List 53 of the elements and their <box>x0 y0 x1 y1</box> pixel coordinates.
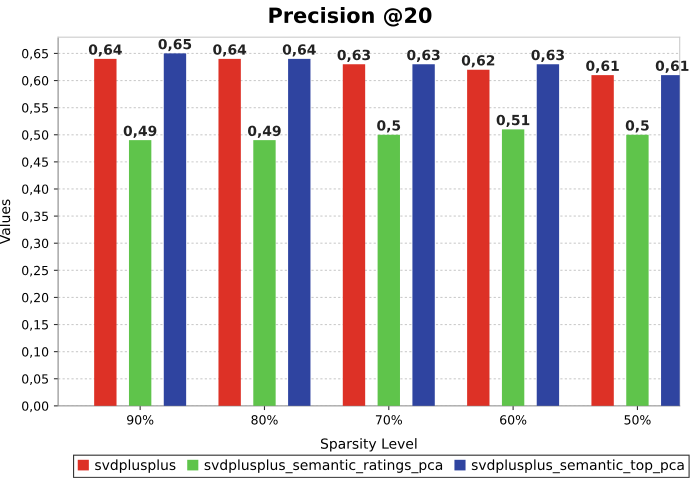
bar <box>467 70 490 406</box>
data-label: 0,51 <box>496 114 530 128</box>
data-label: 0,49 <box>124 126 156 138</box>
y-tick-label: 0,25 <box>22 266 48 277</box>
data-label: 0,64 <box>282 44 316 57</box>
bar <box>412 64 435 406</box>
y-tick-label: 0,50 <box>22 130 48 141</box>
legend-label: svdplusplus_semantic_ratings_pca <box>204 459 442 474</box>
bar <box>253 140 276 406</box>
x-tick-label: 90% <box>127 415 154 425</box>
data-label: 0,61 <box>586 60 619 73</box>
data-label: 0,64 <box>213 44 246 57</box>
data-label: 0,63 <box>407 50 440 62</box>
bar <box>288 58 310 406</box>
data-label: 0,5 <box>377 120 400 132</box>
y-tick-label: 0,30 <box>22 238 48 250</box>
y-tick-label: 0,00 <box>22 401 48 412</box>
bar <box>164 53 186 406</box>
y-tick-label: 0,20 <box>22 292 48 304</box>
x-axis-title: Sparsity Level <box>320 438 416 452</box>
legend-label: svdplusplus <box>95 459 176 473</box>
bar <box>342 64 366 406</box>
y-tick-label: 0,05 <box>22 374 48 385</box>
chart-title: Precision @20 <box>269 7 432 26</box>
x-tick-label: 80% <box>251 415 278 425</box>
bar <box>218 58 241 406</box>
x-tick-label: 50% <box>624 415 651 425</box>
data-label: 0,65 <box>158 38 192 52</box>
bar <box>536 64 560 406</box>
data-label: 0,63 <box>338 50 370 62</box>
y-tick-label: 0,45 <box>22 157 48 168</box>
y-tick-label: 0,10 <box>22 347 48 358</box>
y-tick-label: 0,15 <box>22 320 48 331</box>
data-label: 0,61 <box>656 60 688 73</box>
y-tick-label: 0,55 <box>22 103 48 114</box>
data-label: 0,64 <box>88 44 122 57</box>
bar <box>626 134 649 406</box>
bar <box>591 75 614 406</box>
data-label: 0,63 <box>531 50 564 62</box>
x-tick-label: 60% <box>500 415 526 425</box>
x-tick-label: 70% <box>376 415 402 425</box>
data-label: 0,49 <box>248 126 281 138</box>
data-label: 0,5 <box>626 120 649 132</box>
y-tick-label: 0,40 <box>22 184 48 196</box>
y-tick-label: 0,65 <box>22 48 48 60</box>
y-tick-label: 0,35 <box>22 212 48 222</box>
y-tick-label: 0,60 <box>22 76 48 87</box>
legend-label: svdplusplus_semantic_top_pca <box>472 459 684 474</box>
data-label: 0,62 <box>462 55 494 68</box>
bar <box>502 129 524 406</box>
bar <box>128 140 152 406</box>
bar <box>94 58 117 406</box>
bar <box>378 134 400 406</box>
